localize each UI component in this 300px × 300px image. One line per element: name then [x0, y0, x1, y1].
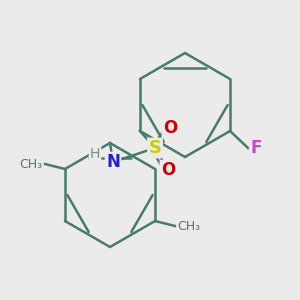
Text: S: S: [148, 139, 161, 157]
Text: N: N: [106, 153, 120, 171]
Text: F: F: [250, 139, 262, 157]
Text: O: O: [161, 161, 175, 179]
Text: CH₃: CH₃: [178, 220, 201, 232]
Text: CH₃: CH₃: [20, 158, 43, 170]
Text: H: H: [90, 147, 100, 161]
Text: O: O: [163, 119, 177, 137]
